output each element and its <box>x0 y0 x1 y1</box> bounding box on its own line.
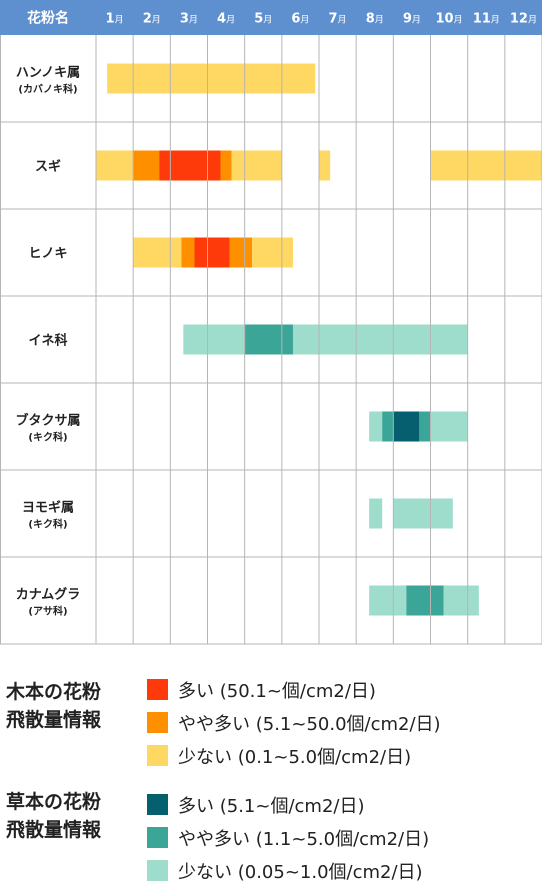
legend-title-tree: 木本の花粉 飛散量情報 <box>6 678 136 734</box>
legend: 木本の花粉 飛散量情報 多い (50.1~個/cm2/日) やや多い (5.1~… <box>0 670 542 885</box>
pollen-bar-segment <box>96 151 133 181</box>
row-label: ヒノキ <box>28 247 67 262</box>
pollen-bar-segment <box>232 151 282 181</box>
legend-label-tree-mid: やや多い (5.1~50.0個/cm2/日) <box>178 710 441 736</box>
row-label: スギ <box>35 159 61 175</box>
legend-title-grass-line2: 飛散量情報 <box>6 816 136 844</box>
header-label: 花粉名 <box>27 10 69 27</box>
legend-label-grass-low: 少ない (0.05~1.0個/cm2/日) <box>178 858 423 884</box>
pollen-bar-segment <box>382 412 393 442</box>
pollen-bar-segment <box>419 412 430 442</box>
pollen-bar-segment <box>393 499 452 529</box>
pollen-bar-segment <box>393 412 419 442</box>
row-label: カナムグラ <box>16 587 81 603</box>
legend-swatch-grass-mid <box>147 827 168 848</box>
legend-item-grass-high: 多い (5.1~個/cm2/日) <box>147 788 365 821</box>
legend-title-tree-line2: 飛散量情報 <box>6 706 136 734</box>
row-label: ブタクサ属 <box>15 413 80 429</box>
pollen-bar-segment <box>221 151 232 181</box>
pollen-bar-segment <box>245 325 293 355</box>
legend-swatch-tree-high <box>147 679 168 700</box>
legend-swatch-tree-mid <box>147 712 168 733</box>
legend-item-tree-mid: やや多い (5.1~50.0個/cm2/日) <box>147 706 441 739</box>
legend-item-grass-low: 少ない (0.05~1.0個/cm2/日) <box>147 854 423 887</box>
legend-swatch-grass-low <box>147 860 168 881</box>
legend-item-tree-high: 多い (50.1~個/cm2/日) <box>147 673 376 706</box>
pollen-bar-segment <box>369 586 406 616</box>
row-label: ヨモギ属 <box>22 500 74 516</box>
pollen-bar-segment <box>252 238 293 268</box>
row-label: イネ科 <box>28 333 67 349</box>
row-sublabel: (アサ科) <box>28 605 67 618</box>
row-sublabel: (キク科) <box>28 431 67 444</box>
pollen-bar-segment <box>159 151 220 181</box>
pollen-bar-segment <box>107 64 315 94</box>
pollen-bar-segment <box>431 412 468 442</box>
legend-title-tree-line1: 木本の花粉 <box>6 678 136 706</box>
pollen-bar-segment <box>319 151 330 181</box>
pollen-bar-segment <box>194 238 229 268</box>
row-label: ハンノキ属 <box>16 66 80 81</box>
legend-title-grass-line1: 草本の花粉 <box>6 788 136 816</box>
legend-label-tree-high: 多い (50.1~個/cm2/日) <box>178 677 376 703</box>
pollen-bar-segment <box>406 586 443 616</box>
pollen-bar-segment <box>133 151 159 181</box>
legend-swatch-grass-high <box>147 794 168 815</box>
legend-item-grass-mid: やや多い (1.1~5.0個/cm2/日) <box>147 821 429 854</box>
pollen-bar-segment <box>444 586 479 616</box>
legend-swatch-tree-low <box>147 745 168 766</box>
legend-label-tree-low: 少ない (0.1~5.0個/cm2/日) <box>178 743 411 769</box>
pollen-bar-segment <box>183 325 244 355</box>
pollen-bar-segment <box>181 238 194 268</box>
legend-title-grass: 草本の花粉 飛散量情報 <box>6 788 136 844</box>
legend-label-grass-high: 多い (5.1~個/cm2/日) <box>178 792 365 818</box>
pollen-bar-segment <box>431 151 542 181</box>
pollen-bar-segment <box>369 499 382 529</box>
row-sublabel: (キク科) <box>28 518 67 531</box>
row-sublabel: (カバノキ科) <box>18 83 77 96</box>
pollen-bar-segment <box>230 238 252 268</box>
legend-label-grass-mid: やや多い (1.1~5.0個/cm2/日) <box>178 825 429 851</box>
pollen-bar-segment <box>369 412 382 442</box>
pollen-bar-segment <box>133 238 181 268</box>
legend-item-tree-low: 少ない (0.1~5.0個/cm2/日) <box>147 739 411 772</box>
